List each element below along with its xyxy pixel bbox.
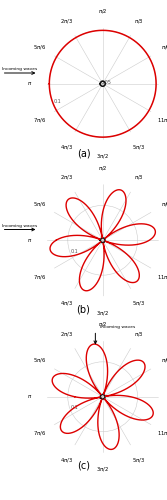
Text: (a): (a) xyxy=(77,148,90,158)
Text: Incoming waves: Incoming waves xyxy=(2,224,37,228)
Text: (c): (c) xyxy=(77,461,90,471)
Text: Incoming waves: Incoming waves xyxy=(100,325,135,329)
Text: (b): (b) xyxy=(76,305,91,315)
Text: Incoming waves: Incoming waves xyxy=(2,67,37,71)
